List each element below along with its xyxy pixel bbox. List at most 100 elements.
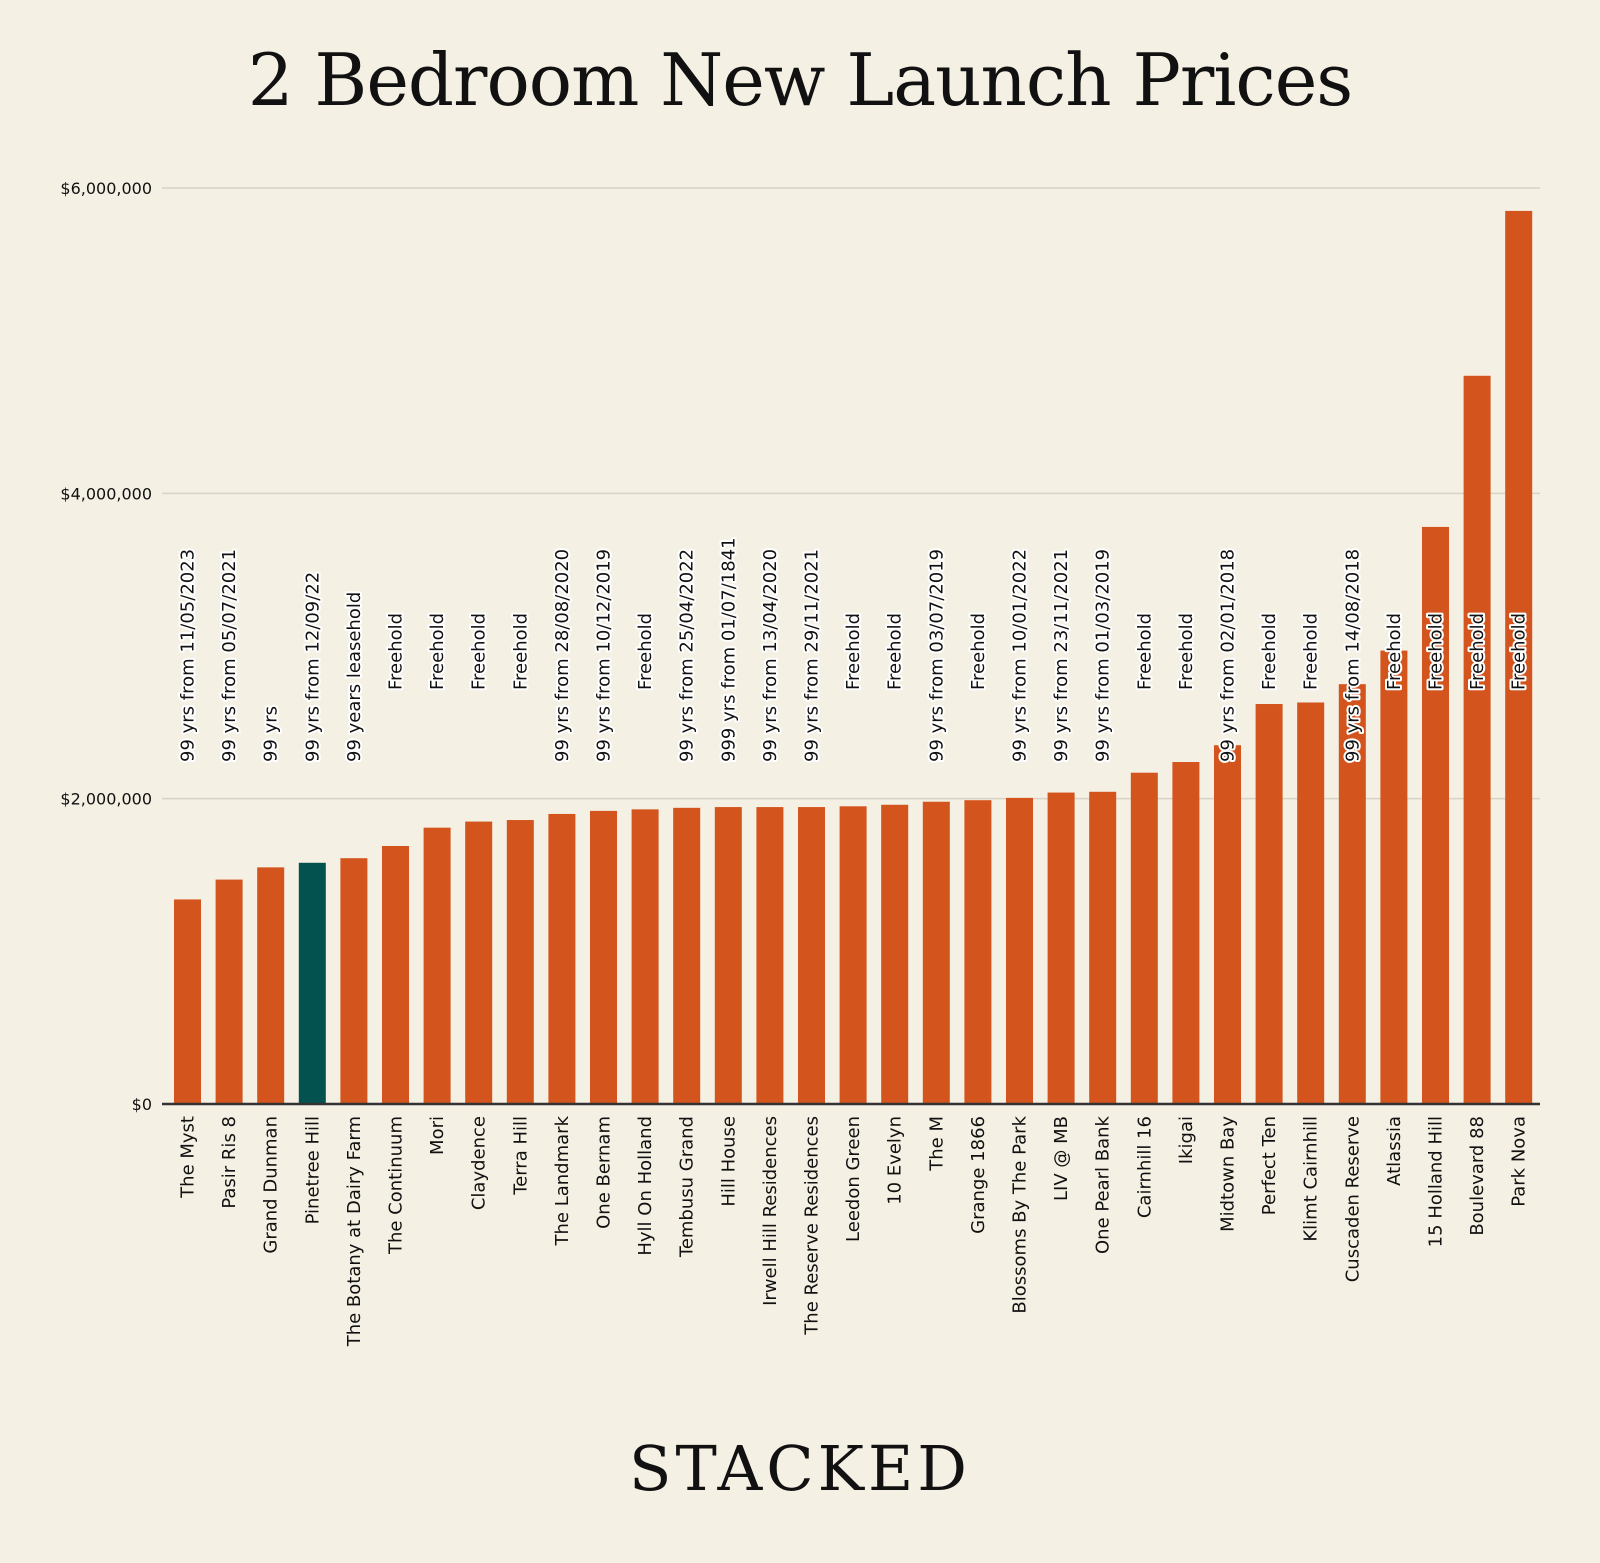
bar	[1422, 526, 1449, 1104]
tenure-annotation: 99 yrs from 03/07/2019	[926, 549, 947, 762]
tenure-annotation: Freehold	[510, 613, 531, 690]
bar	[1006, 797, 1033, 1104]
bar	[756, 807, 784, 1104]
bar	[1172, 762, 1200, 1104]
tenure-annotation: Freehold	[1134, 613, 1155, 690]
bar	[1380, 650, 1408, 1104]
bar	[590, 810, 617, 1104]
bar	[839, 806, 867, 1104]
tenure-annotation: Freehold	[968, 613, 989, 690]
category-label: The Continuum	[386, 1116, 407, 1255]
bar	[964, 800, 992, 1104]
tenure-annotation: Freehold	[1259, 613, 1280, 690]
chart-title: 2 Bedroom New Launch Prices	[247, 38, 1354, 122]
category-label: The M	[926, 1116, 947, 1172]
tenure-annotation: 99 yrs from 01/03/2019	[1093, 549, 1114, 762]
brand-logo: STACKED	[629, 1432, 971, 1505]
tenure-annotation: Freehold	[1384, 613, 1405, 690]
tenure-annotation: 99 yrs from 14/08/2018	[1342, 549, 1363, 762]
bar	[1214, 745, 1241, 1104]
bar	[215, 879, 243, 1104]
category-label: Tembusu Grand	[677, 1116, 698, 1258]
bar	[673, 807, 701, 1104]
tenure-annotation: Freehold	[386, 613, 407, 690]
category-label: Leedon Green	[843, 1116, 864, 1242]
tenure-annotation: 99 yrs from 23/11/2021	[1051, 549, 1072, 762]
bar	[382, 845, 409, 1104]
tenure-annotation: 99 yrs from 05/07/2021	[219, 549, 240, 762]
bar	[506, 820, 534, 1104]
category-label: Pinetree Hill	[302, 1116, 323, 1224]
tenure-annotation: Freehold	[1509, 613, 1530, 690]
bar	[1255, 704, 1283, 1104]
bar	[340, 858, 368, 1104]
tenure-annotation: 99 yrs from 13/04/2020	[760, 549, 781, 762]
category-label: Terra Hill	[510, 1116, 531, 1196]
bar	[1338, 684, 1366, 1104]
tenure-annotation: Freehold	[1426, 613, 1447, 690]
category-label: Pasir Ris 8	[219, 1116, 240, 1209]
y-tick-label: $6,000,000	[60, 179, 152, 198]
category-label: Hill House	[718, 1116, 739, 1207]
category-label: Klimt Cairnhill	[1301, 1116, 1322, 1242]
tenure-annotation: 99 yrs from 02/01/2018	[1218, 549, 1239, 762]
bar	[548, 813, 576, 1104]
bar	[1297, 702, 1325, 1104]
bar	[881, 804, 909, 1104]
category-label: The Botany at Dairy Farm	[344, 1116, 365, 1347]
bar	[714, 807, 742, 1104]
tenure-annotation: 99 yrs from 11/05/2023	[178, 549, 199, 762]
category-label: Blossoms By The Park	[1010, 1115, 1031, 1313]
tenure-annotation: 99 years leasehold	[344, 592, 365, 762]
category-label: Mori	[427, 1116, 448, 1155]
tenure-annotation: 999 yrs from 01/07/1841	[718, 537, 739, 762]
category-label: 10 Evelyn	[885, 1116, 906, 1205]
bar	[798, 807, 825, 1104]
category-label: The Reserve Residences	[802, 1116, 823, 1336]
bar	[423, 827, 451, 1104]
category-label: The Myst	[178, 1116, 199, 1199]
category-label: The Landmark	[552, 1115, 573, 1246]
category-label: Perfect Ten	[1259, 1116, 1280, 1215]
category-label: Cuscaden Reserve	[1342, 1116, 1363, 1282]
tenure-annotation: 99 yrs from 10/01/2022	[1010, 549, 1031, 762]
tenure-annotation: Freehold	[635, 613, 656, 690]
tenure-annotation: Freehold	[1176, 613, 1197, 690]
tenure-annotation: Freehold	[427, 613, 448, 690]
y-tick-label: $0	[132, 1095, 152, 1114]
category-label: Grange 1866	[968, 1116, 989, 1234]
tenure-annotation: Freehold	[1467, 613, 1488, 690]
category-label: Boulevard 88	[1467, 1116, 1488, 1236]
tenure-annotation: 99 yrs from 29/11/2021	[802, 549, 823, 762]
y-tick-label: $4,000,000	[60, 484, 152, 503]
tenure-annotation: 99 yrs	[261, 706, 282, 762]
bar	[465, 821, 493, 1104]
tenure-annotation: 99 yrs from 28/08/2020	[552, 549, 573, 762]
category-label: Midtown Bay	[1218, 1116, 1239, 1232]
category-label: Ikigai	[1176, 1116, 1197, 1164]
category-label: Park Nova	[1509, 1116, 1530, 1207]
bar	[1505, 210, 1533, 1104]
bar	[1089, 791, 1117, 1104]
category-label: Cairnhill 16	[1134, 1116, 1155, 1218]
bar	[298, 862, 326, 1104]
tenure-annotation: 99 yrs from 12/09/22	[302, 572, 323, 762]
tenure-annotation: 99 yrs from 25/04/2022	[677, 549, 698, 762]
category-label: Claydence	[469, 1116, 490, 1210]
tenure-annotation: Freehold	[885, 613, 906, 690]
tenure-annotation: Freehold	[469, 613, 490, 690]
bar	[257, 867, 285, 1104]
bar	[922, 801, 950, 1104]
category-label: Irwell Hill Residences	[760, 1116, 781, 1306]
y-tick-label: $2,000,000	[60, 790, 152, 809]
category-label: Atlassia	[1384, 1116, 1405, 1186]
category-label: Hyll On Holland	[635, 1116, 656, 1256]
bar	[174, 899, 201, 1104]
bar	[1047, 792, 1075, 1104]
bar	[1463, 375, 1491, 1104]
tenure-annotation: Freehold	[843, 613, 864, 690]
tenure-annotation: 99 yrs from 10/12/2019	[594, 549, 615, 762]
category-label: LIV @ MB	[1051, 1116, 1072, 1201]
